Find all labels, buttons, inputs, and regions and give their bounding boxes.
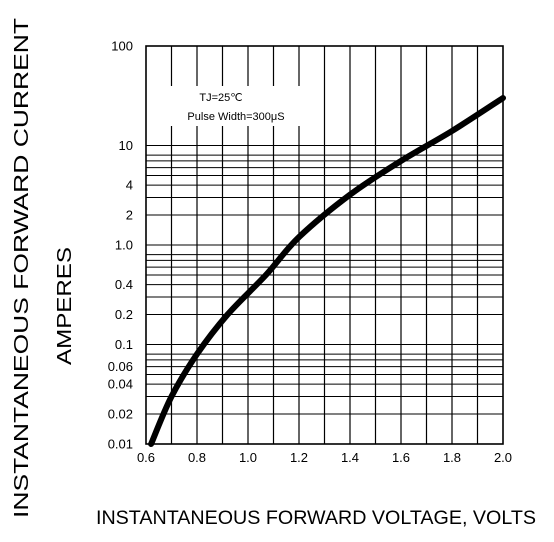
x-tick-label: 1.0	[239, 450, 257, 465]
x-tick-labels: 0.6 0.8 1.0 1.2 1.4 1.6 1.8 2.0	[137, 450, 512, 465]
plot-border	[145, 45, 504, 445]
forward-current-curve	[148, 95, 506, 447]
y-axis-label: INSTANTANEOUS FORWARD CURRENT	[11, 18, 33, 518]
plot-frame	[145, 45, 504, 445]
series-group	[148, 95, 506, 447]
y-tick-label: 0.1	[115, 337, 133, 352]
y-tick-label: 0.2	[115, 307, 133, 322]
x-tick-label: 1.6	[392, 450, 410, 465]
annotation-pulse-width: Pulse Width=300μS	[187, 111, 284, 123]
y-tick-label: 2	[126, 208, 133, 223]
y-tick-label: 0.02	[108, 407, 133, 422]
x-tick-label: 1.8	[443, 450, 461, 465]
x-tick-label: 0.8	[188, 450, 206, 465]
y-tick-label: 0.04	[108, 377, 133, 392]
x-axis-label: INSTANTANEOUS FORWARD VOLTAGE, VOLTS	[96, 508, 536, 529]
x-tick-label: 1.2	[290, 450, 308, 465]
annotation-box: TJ=25℃ Pulse Width=300μS	[160, 86, 312, 126]
y-tick-label: 0.01	[108, 437, 133, 452]
x-tick-label: 1.4	[341, 450, 359, 465]
y-tick-label: 10	[119, 138, 133, 153]
y-tick-label: 0.06	[108, 359, 133, 374]
x-tick-label: 2.0	[494, 450, 512, 465]
annotation-junction-temp: TJ=25℃	[199, 92, 242, 104]
y-tick-labels: 100 10 4 2 1.0 0.4 0.2 0.1 0.06 0.04 0.02 0.01	[108, 39, 133, 452]
y-tick-label: 100	[111, 39, 133, 54]
y-tick-label: 4	[126, 178, 133, 193]
y-axis-unit-label: AMPERES	[54, 247, 76, 365]
y-tick-label: 1.0	[115, 238, 133, 253]
annotation-background	[160, 86, 312, 126]
y-tick-label: 0.4	[115, 277, 133, 292]
x-tick-label: 0.6	[137, 450, 155, 465]
